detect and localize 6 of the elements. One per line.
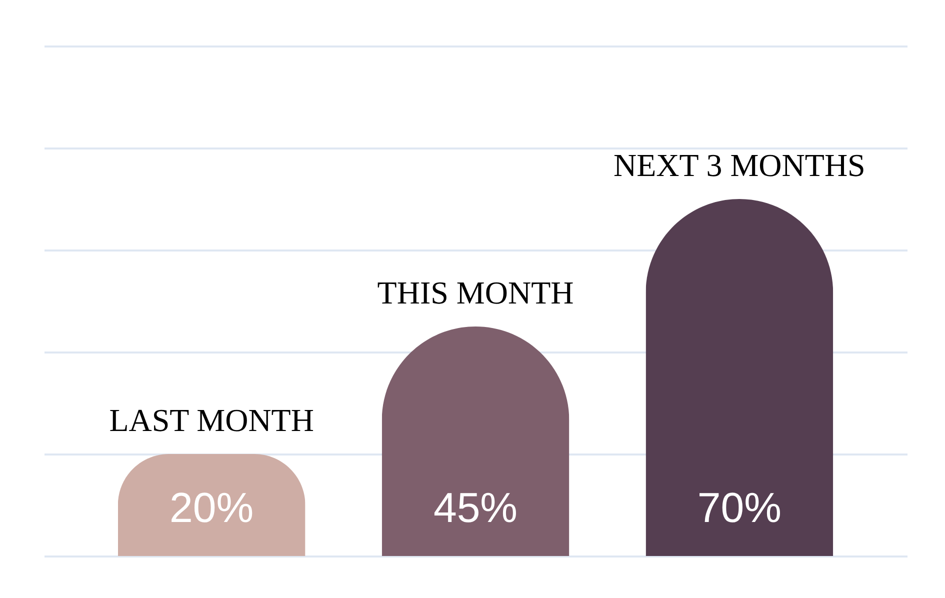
data-label: 20% bbox=[170, 484, 254, 531]
data-label: 70% bbox=[697, 484, 782, 531]
x-tick-label: NEXT 3 MONTHS bbox=[613, 147, 866, 183]
data-label: 45% bbox=[433, 484, 518, 531]
x-tick-label: LAST MONTH bbox=[109, 402, 314, 438]
x-tick-label: THIS MONTH bbox=[377, 274, 574, 310]
